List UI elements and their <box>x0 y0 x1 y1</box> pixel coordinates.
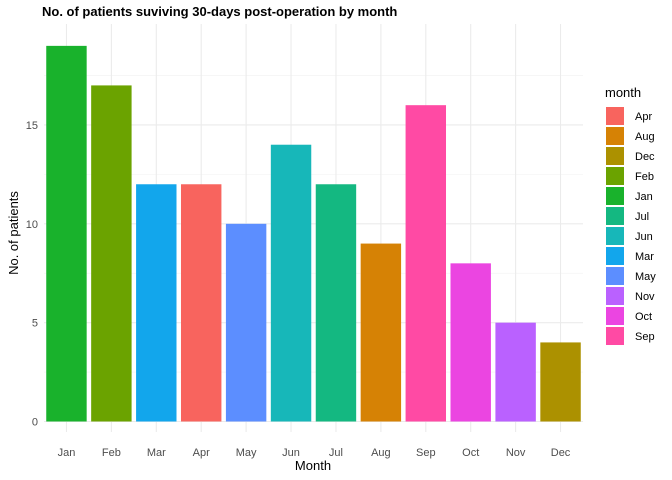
legend-key-sep <box>606 327 624 345</box>
x-axis-title: Month <box>295 458 331 473</box>
x-axis-ticks: Jan Feb Mar Apr May Jun Jul Aug Sep Oct Nov Dec <box>58 447 571 459</box>
bar-nov <box>495 322 536 422</box>
legend-label: Oct <box>635 311 652 323</box>
legend-label: May <box>635 271 656 283</box>
legend-key-jul <box>606 207 624 225</box>
bars <box>46 45 581 422</box>
legend-label: Mar <box>635 251 654 263</box>
bar-jul <box>315 184 357 422</box>
bar-dec <box>540 342 581 422</box>
legend-key-jun <box>606 227 624 245</box>
y-axis-ticks: 0 5 10 15 <box>26 120 38 429</box>
bar-sep <box>405 105 447 422</box>
y-tick-label: 15 <box>26 120 38 132</box>
x-tick-label: Apr <box>193 447 210 459</box>
x-tick-label: Nov <box>506 447 526 459</box>
legend-label: Sep <box>635 331 655 343</box>
x-tick-label: Jun <box>282 447 300 459</box>
x-tick-label: Oct <box>462 447 479 459</box>
x-tick-label: Sep <box>416 447 436 459</box>
legend-label: Nov <box>635 291 655 303</box>
legend-key-mar <box>606 247 624 265</box>
bar-aug <box>360 243 402 422</box>
bar-apr <box>180 184 222 422</box>
x-tick-label: Aug <box>371 447 391 459</box>
legend-label: Jun <box>635 231 653 243</box>
y-axis-title: No. of patients <box>6 191 21 275</box>
x-tick-label: Dec <box>551 447 571 459</box>
legend-label: Dec <box>635 151 655 163</box>
legend-key-oct <box>606 307 624 325</box>
bar-oct <box>450 263 491 422</box>
legend-key-may <box>606 267 624 285</box>
legend-key-feb <box>606 167 624 185</box>
bar-may <box>225 223 267 422</box>
y-tick-label: 0 <box>32 417 38 429</box>
y-tick-label: 10 <box>26 219 38 231</box>
legend-key-dec <box>606 147 624 165</box>
x-tick-label: Mar <box>147 447 166 459</box>
legend-title: month <box>605 85 641 100</box>
legend-key-nov <box>606 287 624 305</box>
legend-label: Jul <box>635 211 649 223</box>
x-tick-label: Jan <box>58 447 76 459</box>
legend-key-apr <box>606 107 624 125</box>
bar-jan <box>46 45 87 422</box>
legend-key-aug <box>606 127 624 145</box>
legend-label: Aug <box>635 131 655 143</box>
legend: month Apr Aug Dec Feb Jan Jul Jun Mar May Nov Oct S… <box>605 85 656 345</box>
legend-label: Feb <box>635 171 654 183</box>
chart-title: No. of patients suviving 30-days post-op… <box>42 4 398 19</box>
legend-key-jan <box>606 187 624 205</box>
legend-label: Apr <box>635 111 652 123</box>
bar-jun <box>270 144 312 422</box>
bar-feb <box>91 85 132 422</box>
bar-mar <box>136 184 177 422</box>
legend-label: Jan <box>635 191 653 203</box>
y-tick-label: 5 <box>32 318 38 330</box>
x-tick-label: May <box>236 447 257 459</box>
x-tick-label: Feb <box>102 447 121 459</box>
legend-items: Apr Aug Dec Feb Jan Jul Jun Mar May Nov Oct Sep <box>606 107 656 345</box>
x-tick-label: Jul <box>329 447 343 459</box>
